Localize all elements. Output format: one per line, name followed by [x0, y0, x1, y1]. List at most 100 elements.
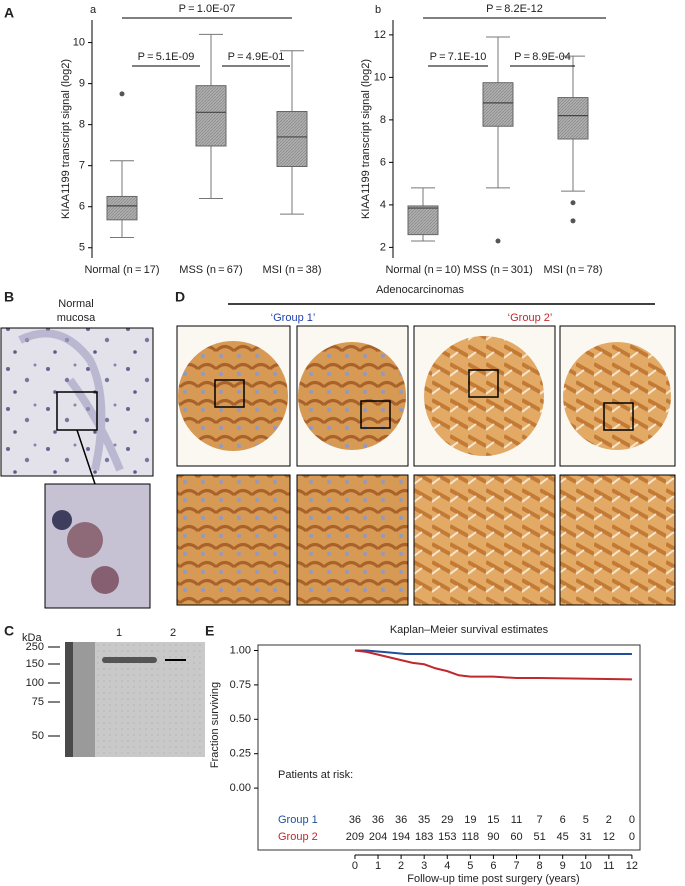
group-label: ‘Group 1’: [271, 312, 316, 324]
x-tick-label: MSS (n = 67): [179, 264, 242, 276]
chart-title: Kaplan–Meier survival estimates: [390, 624, 549, 636]
y-tick-label: 5: [79, 242, 85, 254]
y-tick-label: 0.75: [230, 679, 251, 691]
outlier: [570, 200, 576, 206]
box: [195, 85, 227, 147]
core: [178, 341, 288, 451]
risk-count: 35: [418, 814, 430, 826]
caption: Normal: [58, 298, 93, 310]
panel-label: A: [4, 5, 14, 21]
risk-count: 0: [629, 814, 635, 826]
plot-frame: [257, 644, 641, 851]
zoom-box: [214, 379, 245, 408]
y-tick-label: 0.25: [230, 748, 251, 760]
micrograph: [176, 474, 291, 606]
x-tick-label: 3: [421, 860, 427, 872]
risk-count: 36: [395, 814, 407, 826]
y-tick-label: 8: [79, 119, 85, 131]
x-tick-label: 4: [444, 860, 450, 872]
x-tick-label: 7: [513, 860, 519, 872]
box: [407, 205, 439, 236]
p-value: P = 7.1E-10: [430, 51, 487, 63]
marker-label: 50: [32, 730, 44, 742]
risk-count: 0: [629, 831, 635, 843]
lane-label: 1: [116, 627, 122, 639]
y-tick-label: 0.00: [230, 782, 251, 794]
risk-count: 153: [438, 831, 456, 843]
risk-count: 11: [511, 814, 522, 826]
core: [298, 342, 406, 450]
y-axis-label: KIAA1199 transcript signal (log2): [60, 59, 72, 219]
marker-label: 250: [26, 641, 44, 653]
x-tick-label: 0: [352, 860, 358, 872]
risk-title: Patients at risk:: [278, 769, 353, 781]
y-tick-label: 1.00: [230, 644, 251, 656]
x-tick-label: MSI (n = 78): [543, 264, 602, 276]
micrograph: [413, 474, 556, 606]
box: [482, 82, 514, 127]
risk-count: 6: [560, 814, 566, 826]
risk-count: 12: [603, 831, 615, 843]
outlier: [570, 218, 576, 224]
panel-label: C: [4, 623, 14, 639]
x-tick-label: MSS (n = 301): [463, 264, 533, 276]
risk-count: 90: [487, 831, 499, 843]
marker-label: 75: [32, 696, 44, 708]
sublabel: a: [90, 4, 97, 16]
x-tick-label: 1: [375, 860, 381, 872]
y-axis-label: KIAA1199 transcript signal (log2): [360, 59, 372, 219]
panel-label: E: [205, 623, 214, 639]
y-tick-label: 12: [374, 29, 386, 41]
cell: [67, 522, 103, 558]
box: [276, 111, 308, 167]
risk-count: 19: [464, 814, 476, 826]
core: [424, 336, 544, 456]
x-tick-label: 6: [490, 860, 496, 872]
y-tick-label: 0.50: [230, 713, 251, 725]
group-label: ‘Group 2’: [508, 312, 553, 324]
risk-count: 29: [441, 814, 453, 826]
marker-label: 150: [26, 658, 44, 670]
x-tick-label: 2: [398, 860, 404, 872]
cell: [91, 566, 119, 594]
y-tick-label: 6: [79, 201, 85, 213]
x-tick-label: Normal (n = 17): [84, 264, 159, 276]
panel-label: B: [4, 289, 14, 305]
box: [557, 97, 589, 140]
y-tick-label: 10: [374, 71, 386, 83]
risk-count: 51: [533, 831, 545, 843]
y-tick-label: 2: [380, 241, 386, 253]
blot-unit: kDa: [22, 632, 42, 644]
core: [563, 342, 671, 450]
p-value: P = 8.9E-04: [514, 51, 571, 63]
caption: mucosa: [57, 312, 96, 324]
micrograph: [559, 474, 676, 606]
outlier: [119, 91, 125, 97]
micrograph: [296, 474, 409, 606]
risk-count: 7: [537, 814, 543, 826]
y-tick-label: 9: [79, 78, 85, 90]
risk-count: 204: [369, 831, 387, 843]
risk-count: 2: [606, 814, 612, 826]
sublabel: b: [375, 4, 381, 16]
legend-label: Group 2: [278, 831, 318, 843]
p-value: P = 8.2E-12: [486, 3, 543, 15]
heading: Adenocarcinomas: [376, 284, 465, 296]
x-tick-label: 9: [560, 860, 566, 872]
x-tick-label: 12: [626, 860, 638, 872]
cell: [52, 510, 72, 530]
legend-label: Group 1: [278, 814, 318, 826]
zoom-box: [603, 402, 634, 431]
risk-count: 118: [462, 831, 480, 843]
zoom-box: [468, 369, 499, 398]
lane-label: 2: [170, 627, 176, 639]
x-axis-label: Follow-up time post surgery (years): [407, 873, 579, 885]
risk-count: 60: [510, 831, 522, 843]
y-tick-label: 8: [380, 114, 386, 126]
zoom-line: [76, 429, 96, 485]
band: [102, 657, 157, 663]
x-tick-label: 8: [537, 860, 543, 872]
zoom-box: [360, 400, 391, 429]
p-value: P = 1.0E-07: [179, 3, 236, 15]
